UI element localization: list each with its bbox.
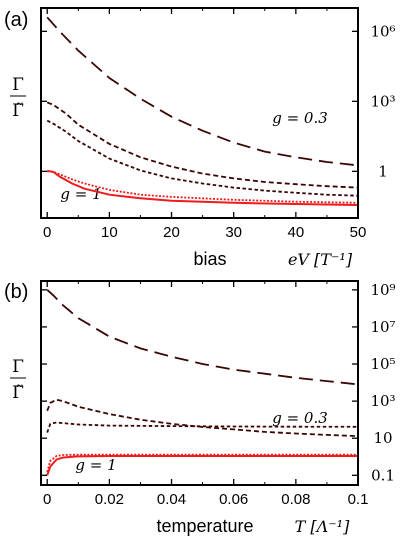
panel-b-series-dotted-line — [46, 453, 358, 473]
panel-a-ylabel-bottom: Γ̃ — [12, 101, 24, 121]
panel-b-x-tick-label: 0 — [43, 491, 51, 508]
panel-b-y-tick-label: 10⁵ — [370, 355, 395, 373]
panel-a-plot: 0 10 20 30 40 50 10⁶ 10³ 1 — [40, 7, 396, 241]
panel-b-y-tick-label: 0.1 — [371, 466, 395, 484]
panel-b-plot: 0 0.02 0.04 0.06 0.08 0.1 10⁹ 10⁷ 10⁵ 10³ 10 0.1 — [40, 280, 396, 508]
panel-a-y-tick-label: 10³ — [370, 92, 395, 110]
panel-b-series-medium-dash-line — [46, 421, 358, 433]
panel-a-y-tick-label: 10⁶ — [370, 22, 395, 40]
panel-a-frame — [40, 7, 359, 219]
panel-a-x-tick-label: 50 — [350, 224, 367, 241]
panel-b-ylabel-bottom: Γ̃ — [12, 383, 24, 403]
panel-a-series-solid-line — [47, 169, 358, 206]
panel-b-series-long-dash-line — [46, 289, 358, 386]
panel-b-series-short-dash-line — [46, 398, 358, 437]
panel-a-xlabel-unit: eV [T⁻¹] — [288, 250, 353, 269]
panel-a-series-medium-dash-line — [46, 119, 358, 197]
panel-a-ylabel-top: Γ — [12, 75, 24, 95]
panel-a-label: (a) — [4, 9, 28, 31]
panel-b-x-tick-label: 0.04 — [157, 491, 186, 508]
panel-b-annotation-g1: g = 1 — [75, 456, 116, 474]
panel-a-series-short-dash-line — [46, 101, 358, 189]
panel-b-y-tick-label: 10 — [373, 429, 392, 447]
panel-a-x-tick-label: 20 — [163, 224, 180, 241]
panel-b-series-solid-line — [46, 455, 358, 476]
panel-a-series-long-dash-line — [46, 16, 358, 167]
panel-a-xlabel-word: bias — [193, 249, 226, 269]
panel-b-x-tick-label: 0.06 — [219, 491, 248, 508]
panel-a-y-tick-label: 1 — [378, 162, 388, 180]
panel-a-annotation-g03: g = 0.3 — [272, 109, 328, 127]
panel-b-y-tick-label: 10³ — [370, 392, 395, 410]
panel-a-x-tick-label: 40 — [287, 224, 304, 241]
panel-b-xlabel-word: temperature — [156, 516, 253, 536]
panel-a-x-tick-label: 0 — [43, 224, 51, 241]
panel-b-frame — [40, 280, 359, 486]
panel-a-x-tick-label: 10 — [101, 224, 118, 241]
panel-b-x-tick-label: 0.08 — [281, 491, 310, 508]
panel-b-label: (b) — [4, 281, 28, 303]
panel-b-annotation-g03: g = 0.3 — [272, 409, 328, 427]
panel-b-y-tick-label: 10⁹ — [370, 281, 395, 299]
panel-b-y-tick-label: 10⁷ — [370, 318, 395, 336]
panel-b-ylabel-top: Γ — [12, 357, 24, 377]
panel-b-xlabel-unit: T [Λ⁻¹] — [295, 517, 350, 536]
panel-a-x-tick-label: 30 — [225, 224, 242, 241]
panel-b-x-tick-label: 0.1 — [348, 491, 369, 508]
panel-b-x-tick-label: 0.02 — [95, 491, 124, 508]
panel-a-series-dotted-line — [47, 170, 358, 204]
